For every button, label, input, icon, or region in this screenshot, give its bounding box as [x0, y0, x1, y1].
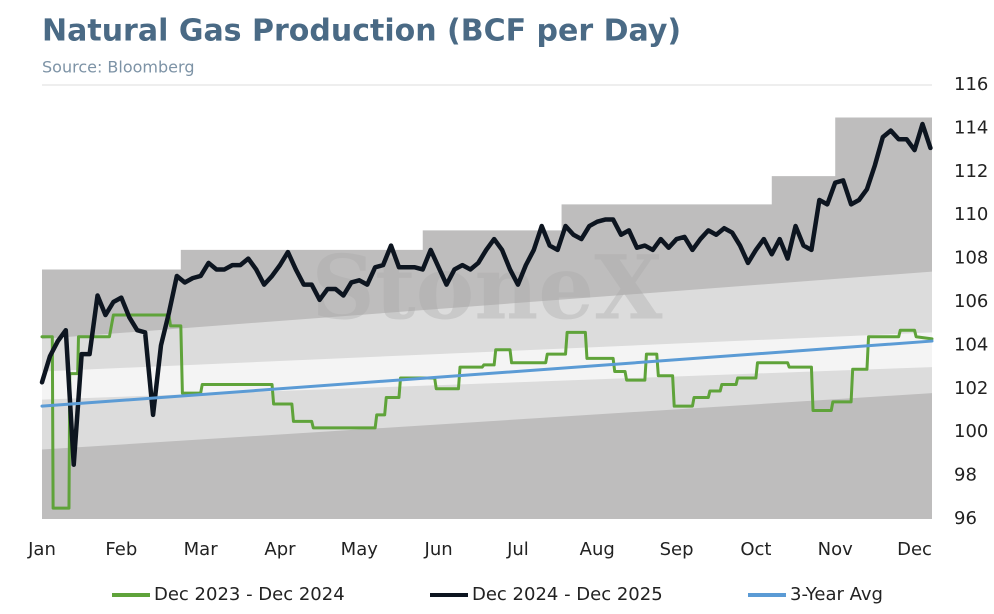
y-tick-label: 116 [954, 74, 988, 95]
y-tick-label: 98 [954, 465, 977, 486]
x-tick-label: Jun [424, 539, 453, 560]
series-line [40, 339, 934, 408]
x-tick-label: Jan [27, 539, 56, 560]
x-tick-label: Feb [105, 539, 137, 560]
legend-label: Dec 2024 - Dec 2025 [472, 584, 663, 605]
y-tick-label: 108 [954, 248, 988, 269]
watermark: StoneX [311, 235, 663, 339]
legend-label: Dec 2023 - Dec 2024 [154, 584, 345, 605]
y-tick-label: 110 [954, 204, 988, 225]
x-tick-label: Nov [818, 539, 853, 560]
chart-subtitle: Source: Bloomberg [42, 58, 194, 77]
x-tick-label: Aug [580, 539, 615, 560]
x-tick-label: May [341, 539, 379, 560]
y-tick-label: 106 [954, 291, 988, 312]
legend-label: 3-Year Avg [790, 584, 883, 605]
y-tick-label: 112 [954, 161, 988, 182]
x-tick-label: Apr [264, 539, 296, 560]
y-tick-label: 100 [954, 421, 988, 442]
y-tick-label: 104 [954, 334, 988, 355]
chart-title: Natural Gas Production (BCF per Day) [42, 14, 681, 49]
y-tick-label: 96 [954, 508, 977, 529]
x-tick-label: Sep [660, 539, 694, 560]
series-line [40, 313, 934, 510]
y-tick-label: 114 [954, 117, 988, 138]
x-tick-label: Jul [506, 539, 529, 560]
y-tick-label: 102 [954, 378, 988, 399]
x-tick-label: Dec [897, 539, 932, 560]
x-tick-label: Mar [184, 539, 219, 560]
x-tick-label: Oct [740, 539, 771, 560]
series-line [39, 121, 933, 467]
